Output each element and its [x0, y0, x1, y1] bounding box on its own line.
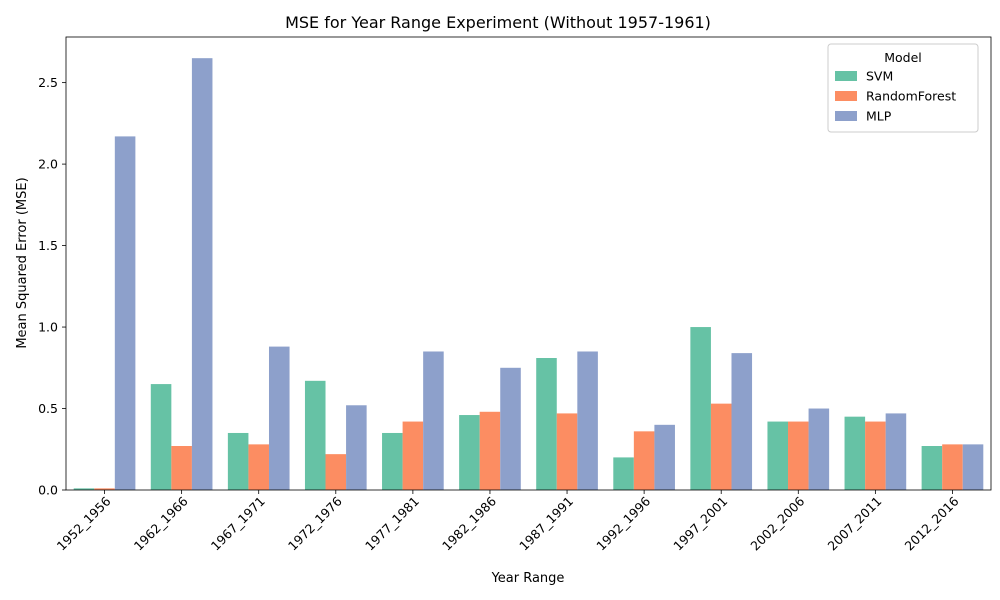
y-tick-label: 0.5	[38, 401, 58, 416]
bar-svm-1992_1996	[613, 457, 634, 490]
legend-title: Model	[884, 50, 922, 65]
y-axis-title: Mean Squared Error (MSE)	[15, 177, 30, 348]
bar-randomforest-1997_2001	[710, 403, 732, 490]
x-tick-label: 1992_1996	[593, 493, 653, 553]
y-tick-label: 0.0	[38, 483, 58, 498]
x-tick-label: 1962_1966	[131, 493, 191, 553]
y-axis: 0.0 0.5 1.0 1.5 2.0 2.5	[38, 75, 66, 498]
x-axis: 1952_1956 1962_1966 1967_1971 1972_1976 1977…	[54, 490, 962, 554]
x-tick-label: 2012_2016	[902, 493, 962, 553]
bar-randomforest-2012_2016	[942, 444, 963, 490]
legend-swatch-mlp	[835, 111, 857, 121]
bar-svm-1982_1986	[459, 415, 480, 490]
x-tick-label: 2002_2006	[747, 493, 807, 553]
bar-mlp-1987_1991	[577, 351, 598, 490]
x-tick-label: 1952_1956	[54, 493, 114, 553]
bar-mlp-2002_2006	[808, 408, 830, 490]
bar-mlp-2007_2011	[885, 413, 907, 490]
bar-svm-1962_1966	[150, 384, 172, 490]
y-tick-label: 1.0	[38, 320, 58, 335]
bar-svm-1972_1976	[304, 380, 326, 490]
legend-label-svm: SVM	[866, 69, 893, 84]
bar-mlp-1992_1996	[654, 424, 675, 490]
legend-label-mlp: MLP	[866, 109, 892, 124]
x-tick-label: 1987_1991	[516, 494, 576, 554]
bar-mlp-1967_1971	[268, 346, 290, 490]
bar-mlp-1972_1976	[346, 405, 367, 490]
x-tick-label: 1972_1976	[285, 493, 345, 553]
x-tick-label: 2007_2011	[824, 494, 884, 554]
bar-mlp-1977_1981	[423, 351, 444, 490]
bar-randomforest-2007_2011	[865, 421, 886, 490]
bars-group	[73, 58, 984, 491]
x-tick-label: 1967_1971	[208, 494, 268, 554]
bar-svm-1987_1991	[536, 358, 557, 490]
bar-randomforest-1982_1986	[479, 411, 501, 490]
legend-items: SVM RandomForest MLP	[835, 69, 956, 124]
y-tick-label: 1.5	[38, 238, 58, 253]
legend-swatch-randomforest	[835, 91, 857, 101]
bar-mlp-1962_1966	[191, 58, 213, 491]
bar-randomforest-1972_1976	[325, 454, 347, 490]
legend-box	[827, 43, 979, 133]
y-tick-label: 2.5	[38, 75, 58, 90]
bar-randomforest-1992_1996	[633, 431, 655, 490]
bar-svm-2002_2006	[767, 421, 789, 490]
bar-svm-1952_1956	[73, 488, 95, 490]
chart-title: MSE for Year Range Experiment (Without 1…	[285, 13, 711, 32]
bar-randomforest-1952_1956	[94, 488, 115, 490]
bar-mlp-1997_2001	[731, 353, 753, 490]
bar-randomforest-1977_1981	[402, 421, 424, 490]
bar-randomforest-1962_1966	[171, 446, 192, 490]
legend-swatch-svm	[835, 71, 857, 81]
bar-svm-1977_1981	[382, 432, 403, 490]
bar-mlp-2012_2016	[962, 444, 984, 490]
bar-mlp-1952_1956	[114, 136, 136, 490]
legend: Model SVM RandomForest MLP	[827, 43, 979, 133]
bar-svm-1997_2001	[690, 327, 711, 490]
bar-svm-1967_1971	[227, 432, 249, 490]
bar-mlp-1982_1986	[500, 367, 521, 490]
bar-randomforest-1967_1971	[248, 444, 269, 490]
bar-svm-2012_2016	[921, 446, 943, 490]
bar-randomforest-1987_1991	[556, 413, 578, 490]
x-tick-label: 1982_1986	[439, 493, 499, 553]
x-axis-title: Year Range	[491, 571, 565, 586]
plot-frame	[65, 36, 992, 491]
x-tick-label: 1977_1981	[362, 494, 422, 554]
x-tick-label: 1997_2001	[670, 494, 730, 554]
bar-svm-2007_2011	[844, 416, 866, 490]
legend-label-randomforest: RandomForest	[866, 89, 956, 104]
y-tick-label: 2.0	[38, 157, 58, 172]
bar-randomforest-2002_2006	[788, 421, 809, 490]
